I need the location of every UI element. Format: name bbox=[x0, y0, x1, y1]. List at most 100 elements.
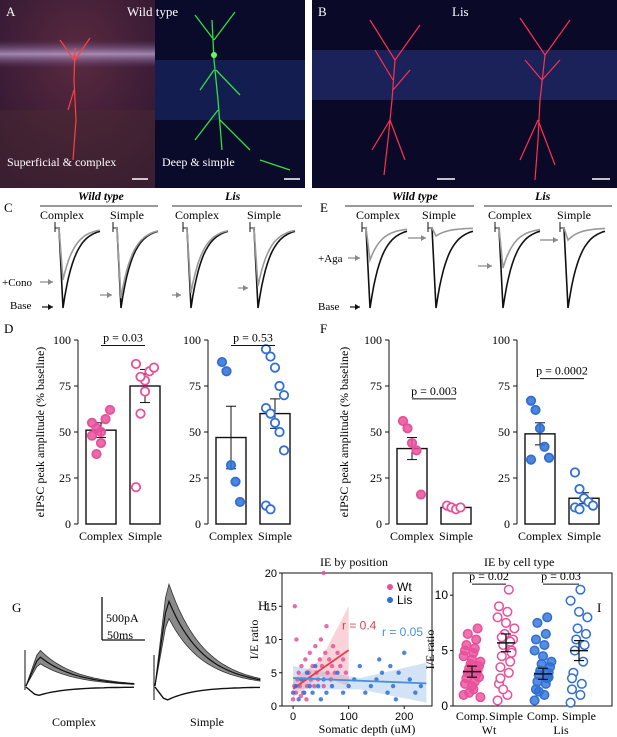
p-value-label: p = 0.03 bbox=[541, 569, 581, 583]
arrow-head bbox=[176, 292, 181, 298]
data-point bbox=[540, 628, 551, 640]
scatter-point bbox=[407, 677, 412, 682]
scatter-point bbox=[346, 683, 351, 689]
y-tick-label: 50 bbox=[370, 425, 382, 439]
data-point bbox=[579, 639, 590, 651]
y-tick-label: 75 bbox=[498, 379, 510, 393]
arrow-head bbox=[107, 292, 112, 298]
y-tick-label: 0 bbox=[271, 701, 277, 713]
data-point bbox=[575, 584, 586, 595]
cond-label-simple: Simple bbox=[247, 208, 281, 222]
scatter-point bbox=[368, 683, 374, 689]
data-point bbox=[571, 634, 582, 645]
y-tick-label: 0 bbox=[65, 517, 71, 531]
data-point bbox=[495, 662, 506, 673]
scale-label-current: 500pA bbox=[106, 611, 139, 625]
scatter-point bbox=[321, 570, 326, 576]
data-point bbox=[86, 417, 98, 428]
plot-frame bbox=[452, 572, 613, 707]
data-point bbox=[580, 628, 592, 640]
y-tick-label: 75 bbox=[189, 379, 201, 393]
x-tick-label: Comp. bbox=[527, 709, 559, 723]
data-point bbox=[533, 686, 544, 697]
scatter-point bbox=[327, 657, 332, 662]
scatter-point bbox=[315, 683, 321, 689]
data-point bbox=[572, 623, 583, 634]
scatter-point bbox=[388, 663, 393, 669]
scatter-point bbox=[294, 637, 299, 642]
data-point bbox=[139, 386, 151, 397]
scatter-point bbox=[290, 697, 296, 702]
arrow-head bbox=[553, 237, 558, 243]
panel-label-e: E bbox=[320, 200, 328, 215]
data-point bbox=[565, 697, 576, 708]
y-tick-label: 50 bbox=[189, 425, 201, 439]
panel-h: H IE by position 0 100 200 0 5 10 15 20 Somatic … bbox=[247, 555, 433, 736]
trace-label-simple: Simple bbox=[190, 715, 224, 729]
panel-label-a: A bbox=[6, 4, 16, 19]
panel-label-i: I bbox=[597, 600, 601, 615]
y-tick-label: 50 bbox=[498, 425, 510, 439]
scatter-point bbox=[313, 643, 318, 649]
trace-mean bbox=[154, 599, 261, 687]
data-point bbox=[415, 489, 427, 500]
x-tick-label: Complex bbox=[79, 529, 123, 543]
scatter-point bbox=[299, 663, 304, 669]
trace-epsc bbox=[154, 686, 260, 701]
data-point bbox=[130, 482, 142, 493]
cond-label-complex: Complex bbox=[488, 208, 532, 222]
scatter-point bbox=[303, 657, 308, 662]
data-point bbox=[221, 366, 232, 377]
data-point bbox=[466, 681, 478, 692]
data-point bbox=[530, 634, 542, 645]
trace-label-complex: Complex bbox=[52, 715, 96, 729]
scatter-point bbox=[330, 643, 336, 649]
data-point bbox=[505, 656, 516, 667]
legend-label: Lis bbox=[397, 593, 412, 607]
scatter-point bbox=[290, 690, 296, 695]
data-point bbox=[525, 454, 537, 465]
data-point bbox=[569, 467, 581, 478]
scatter-point bbox=[304, 697, 309, 702]
y-axis-label-d: eIPSC peak amplitude (% baseline) bbox=[33, 347, 47, 518]
panel-c: C Wild type Lis Complex Simple Complex S… bbox=[2, 189, 302, 312]
scatter-point bbox=[312, 683, 317, 689]
data-point bbox=[265, 504, 276, 515]
scatter-point bbox=[329, 663, 335, 669]
caption-deep-simple: Deep & simple bbox=[162, 155, 235, 169]
panel-label-h: H bbox=[258, 598, 267, 613]
data-point bbox=[503, 584, 514, 595]
scatter-point bbox=[318, 697, 324, 702]
panel-label-d: D bbox=[4, 321, 13, 336]
panel-b-title: Lis bbox=[452, 4, 469, 19]
caption-superficial-complex: Superficial & complex bbox=[7, 155, 116, 169]
data-point bbox=[575, 689, 586, 700]
scatter-point bbox=[317, 657, 322, 662]
data-point bbox=[537, 651, 549, 662]
scatter-point bbox=[396, 670, 401, 675]
cond-label-simple: Simple bbox=[110, 208, 144, 222]
x-tick-label: Simple bbox=[567, 529, 601, 543]
data-point bbox=[539, 441, 550, 452]
scatter-point bbox=[418, 683, 424, 689]
y-axis-label: I/E ratio bbox=[423, 630, 437, 670]
data-point bbox=[546, 656, 557, 667]
scatter-point bbox=[296, 670, 301, 675]
data-point bbox=[274, 380, 285, 392]
arrow-head bbox=[355, 304, 360, 310]
cond-label-simple: Simple bbox=[557, 208, 591, 222]
data-point bbox=[260, 344, 272, 355]
scatter-point bbox=[298, 693, 304, 699]
scatter-point bbox=[318, 637, 324, 642]
data-point bbox=[492, 695, 503, 706]
data-point bbox=[135, 408, 146, 419]
scatter-point bbox=[329, 683, 335, 689]
data-point bbox=[492, 612, 503, 623]
data-point bbox=[529, 645, 540, 656]
legend-marker bbox=[387, 597, 393, 603]
scale-label-time: 50ms bbox=[107, 628, 133, 642]
panel-h-title: IE by position bbox=[320, 555, 388, 569]
trace-drug bbox=[495, 227, 541, 269]
legend-marker bbox=[387, 584, 393, 590]
panel-b: B Lis bbox=[312, 0, 617, 188]
